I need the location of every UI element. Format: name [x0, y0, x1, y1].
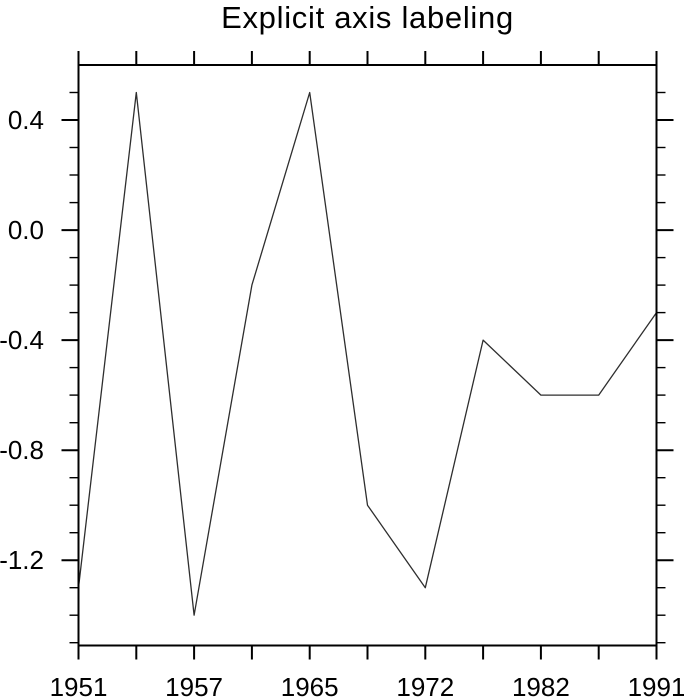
- x-tick-label: 1951: [50, 672, 108, 700]
- chart-title: Explicit axis labeling: [221, 0, 514, 35]
- plot-frame-layer: [77, 64, 658, 647]
- axis-ticks-layer: [61, 51, 674, 660]
- y-tick-label: -1.2: [0, 545, 44, 575]
- x-tick-label: 1957: [165, 672, 223, 700]
- y-tick-label: 0.0: [8, 215, 44, 245]
- data-line: [77, 91, 658, 616]
- axis-labels-layer: 1951 1957 1965 1972 1982 1991 0.4 0.0 -0.4 -0.8 -1…: [0, 105, 684, 700]
- x-tick-label: 1965: [281, 672, 339, 700]
- data-series-layer: [77, 91, 658, 616]
- plot-frame: [77, 64, 658, 647]
- y-tick-label: -0.8: [0, 435, 44, 465]
- y-tick-label: -0.4: [0, 325, 44, 355]
- x-tick-label: 1972: [396, 672, 454, 700]
- x-tick-label: 1991: [628, 672, 684, 700]
- x-tick-label: 1982: [512, 672, 570, 700]
- y-tick-label: 0.4: [8, 105, 44, 135]
